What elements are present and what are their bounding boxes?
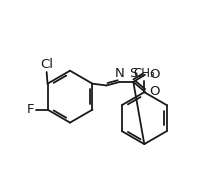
Text: CH₃: CH₃ [133,67,155,80]
Text: N: N [115,67,124,81]
Text: O: O [149,85,159,98]
Text: O: O [149,68,159,81]
Text: S: S [130,67,138,81]
Text: Cl: Cl [40,58,53,71]
Text: F: F [27,103,35,116]
